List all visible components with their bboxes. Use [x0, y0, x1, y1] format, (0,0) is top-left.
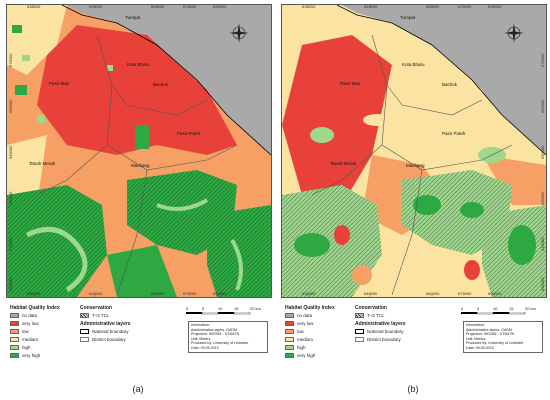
- grid-x-label: 675000: [458, 291, 472, 296]
- legend-title-conservation: Conservation: [355, 305, 387, 311]
- habitat-map-a: [7, 5, 271, 297]
- grid-y-label: 645000: [540, 145, 545, 159]
- map-panel-a: 630000 645000 660000 675000 690000 63000…: [6, 4, 272, 394]
- place-label-pasir-puteh: Pasir Puteh: [442, 131, 466, 136]
- grid-y-label: 630000: [8, 191, 13, 205]
- place-label-machang: Machang: [131, 163, 150, 168]
- grid-y-label: 660000: [540, 99, 545, 113]
- legend-item: T+2 TCL: [80, 313, 110, 319]
- place-label-bachok: Bachok: [153, 82, 169, 87]
- grid-x-label: 675000: [183, 291, 197, 296]
- legend-title-admin: Administrative layers: [355, 321, 406, 327]
- legend-title-hqi: Habitat Quality Index: [285, 305, 335, 311]
- grid-x-label: 675000: [458, 4, 472, 9]
- legend-item: no data: [10, 313, 37, 319]
- map-frame: 630000 645000 660000 675000 690000 63000…: [6, 4, 272, 298]
- info-box: Information: Administrative layers: GADM…: [188, 321, 268, 353]
- place-label-tanah-merah: Tanah Merah: [29, 161, 56, 166]
- grid-x-label: 630000: [27, 291, 41, 296]
- panel-caption: (a): [132, 384, 144, 394]
- grid-x-label: 660000: [426, 291, 440, 296]
- grid-x-label: 645000: [364, 291, 378, 296]
- grid-x-label: 660000: [151, 291, 165, 296]
- legend-item: high: [10, 345, 31, 351]
- place-label-kota-bharu: Kota Bharu: [127, 62, 150, 67]
- legend-item: National boundary: [80, 329, 129, 335]
- legend-item: medium: [10, 337, 38, 343]
- grid-x-label: 690000: [488, 291, 502, 296]
- place-label-bachok: Bachok: [442, 82, 458, 87]
- grid-x-label: 645000: [89, 291, 103, 296]
- place-label-pasir-puteh: Pasir Puteh: [177, 131, 201, 136]
- grid-y-label: 675000: [540, 53, 545, 67]
- grid-x-label: 645000: [364, 4, 378, 9]
- grid-x-label: 630000: [302, 4, 316, 9]
- north-arrow-icon: [229, 23, 249, 43]
- legend-item: very high: [285, 353, 315, 359]
- legend-title-hqi: Habitat Quality Index: [10, 305, 60, 311]
- grid-x-label: 645000: [89, 4, 103, 9]
- place-label-tumpat: Tumpat: [125, 15, 141, 20]
- legend-item: medium: [285, 337, 313, 343]
- grid-x-label: 660000: [151, 4, 165, 9]
- place-label-pasir-mas: Pasir Mas: [340, 81, 361, 86]
- place-label-tumpat: Tumpat: [400, 15, 416, 20]
- habitat-map-b: [282, 5, 546, 297]
- legend-item: very low: [10, 321, 39, 327]
- map-legend: Habitat Quality Index no data very low l…: [10, 305, 270, 367]
- grid-x-label: 630000: [27, 4, 41, 9]
- scale-bar: 0 5 10 15 20 km: [461, 306, 541, 320]
- map-frame: 630000 645000 660000 675000 690000 63000…: [281, 4, 547, 298]
- grid-x-label: 690000: [213, 291, 227, 296]
- legend-item: District boundary: [80, 337, 126, 343]
- info-box: Information: Administrative layers: GADM…: [463, 321, 543, 353]
- panel-caption: (b): [407, 384, 419, 394]
- grid-y-label: 615000: [540, 237, 545, 251]
- legend-item: very low: [285, 321, 314, 327]
- north-arrow-icon: [504, 23, 524, 43]
- grid-y-label: 645000: [8, 145, 13, 159]
- grid-x-label: 675000: [183, 4, 197, 9]
- grid-y-label: 675000: [8, 53, 13, 67]
- map-legend: Habitat Quality Index no data very low l…: [285, 305, 545, 367]
- legend-item: District boundary: [355, 337, 401, 343]
- grid-y-label: 600000: [8, 277, 13, 291]
- grid-y-label: 660000: [8, 99, 13, 113]
- grid-y-label: 630000: [540, 191, 545, 205]
- grid-x-label: 690000: [488, 4, 502, 9]
- place-label-kota-bharu: Kota Bharu: [402, 62, 425, 67]
- legend-item: low: [285, 329, 304, 335]
- legend-item: National boundary: [355, 329, 404, 335]
- legend-item: high: [285, 345, 306, 351]
- legend-title-conservation: Conservation: [80, 305, 112, 311]
- legend-item: no data: [285, 313, 312, 319]
- grid-y-label: 600000: [540, 277, 545, 291]
- place-label-pasir-mas: Pasir Mas: [49, 81, 70, 86]
- grid-x-label: 690000: [213, 4, 227, 9]
- grid-x-label: 630000: [302, 291, 316, 296]
- legend-title-admin: Administrative layers: [80, 321, 131, 327]
- legend-item: low: [10, 329, 29, 335]
- place-label-machang: Machang: [406, 163, 425, 168]
- scale-bar: 0 5 10 15 20 km: [186, 306, 266, 320]
- grid-x-label: 660000: [426, 4, 440, 9]
- map-panel-b: 630000 645000 660000 675000 690000 63000…: [275, 0, 550, 400]
- grid-y-label: 615000: [8, 237, 13, 251]
- legend-item: very high: [10, 353, 40, 359]
- place-label-tanah-merah: Tanah Merah: [330, 161, 357, 166]
- legend-item: T+2 TCL: [355, 313, 385, 319]
